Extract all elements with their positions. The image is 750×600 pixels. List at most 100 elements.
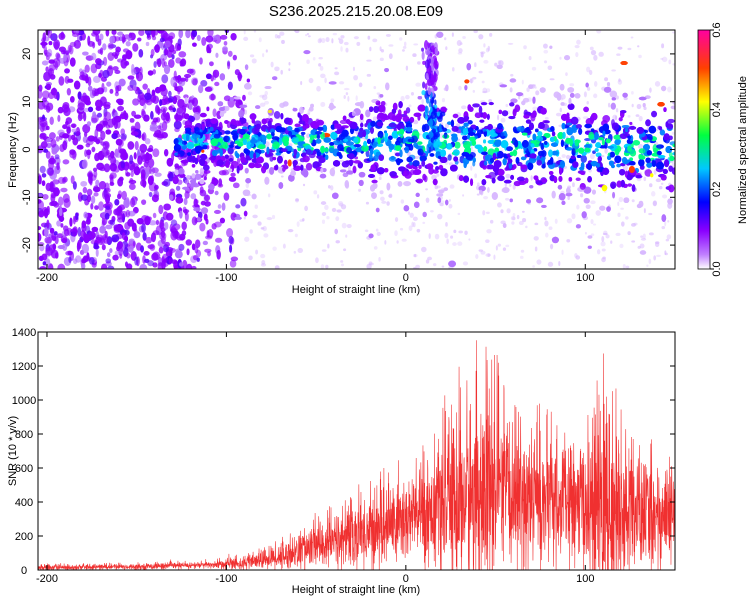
spectrogram-point (424, 59, 430, 69)
spectrogram-point (661, 43, 665, 49)
spectrogram-point (307, 35, 311, 38)
spectrogram-point (376, 231, 381, 236)
spectrogram-point (238, 109, 245, 118)
spectrogram-point (532, 84, 536, 87)
spectrogram-point (567, 103, 575, 110)
spectrogram-point (39, 266, 47, 269)
spectrogram-point (399, 37, 403, 41)
spectrogram-point (199, 178, 205, 185)
spectrogram-point (237, 142, 244, 147)
snr-y-tick-label: 1000 (12, 395, 36, 407)
spectrogram-point (620, 179, 626, 188)
spectrogram-point (496, 151, 504, 159)
spectrogram-point (94, 205, 99, 210)
spectrogram-point (192, 183, 200, 188)
spectrogram-point (571, 213, 576, 220)
spectrogram-point (38, 84, 43, 92)
spectrogram-point (39, 165, 46, 174)
spectrogram-point (329, 147, 335, 154)
spectrogram-point (645, 157, 651, 164)
spectrogram-point (618, 196, 624, 203)
spectrogram-point (413, 119, 419, 125)
spectrogram-point (123, 198, 130, 208)
spectrogram-point (294, 233, 298, 238)
spectrogram-point (478, 34, 484, 40)
spectrogram-point (159, 99, 163, 107)
spectrogram-point (343, 41, 349, 46)
spectrogram-point (397, 181, 403, 187)
spectrogram-point (85, 225, 91, 234)
spectrogram-point (574, 93, 581, 99)
spectrogram-point (606, 82, 611, 87)
spectrogram-point (421, 47, 425, 52)
spectrogram-point (388, 143, 395, 150)
spectrogram-point (567, 87, 575, 93)
spectrogram-point (168, 257, 173, 265)
spectrogram-point (533, 175, 539, 181)
spectrogram-point (487, 139, 496, 144)
spectrogram-point (309, 106, 314, 112)
spectrogram-point (90, 63, 98, 74)
spectrogram-point (41, 173, 47, 178)
spectrogram-point (499, 84, 508, 88)
spectrogram-point (253, 30, 257, 33)
spectrogram-point (627, 47, 632, 51)
spectrogram-point (585, 117, 594, 126)
spectrogram-point (385, 33, 391, 37)
spectrogram-point (417, 141, 423, 145)
spectrogram-point (199, 186, 204, 194)
spectrogram-point (260, 227, 265, 230)
spectrogram-point (230, 172, 236, 177)
spectrogram-point (161, 74, 169, 84)
spectrogram-point (81, 159, 88, 169)
spectrogram-point (505, 244, 510, 248)
spectrogram-point (194, 239, 201, 249)
spectrogram-point (146, 34, 152, 40)
spectrogram-point (206, 106, 210, 112)
spectrogram-point (251, 127, 260, 135)
spectrogram-point (204, 248, 212, 253)
spectrogram-point (115, 207, 123, 217)
spectrogram-point (670, 105, 675, 110)
spectrogram-x-tick-label: 0 (403, 272, 409, 284)
spectrogram-point (144, 258, 150, 264)
spectrogram-point (370, 164, 376, 172)
spectrogram-point (472, 89, 476, 93)
spectrogram-point (429, 118, 434, 128)
spectrogram-point (345, 92, 349, 96)
colorbar: 0.00.20.40.6 Normalized spectral amplitu… (697, 22, 749, 277)
spectrogram-point (167, 96, 175, 103)
spectrogram-point (416, 178, 424, 184)
spectrogram-point (468, 238, 471, 241)
spectrogram-point (489, 32, 493, 37)
spectrogram-point (48, 132, 56, 140)
spectrogram-point (463, 115, 470, 121)
spectrogram-point (53, 39, 61, 50)
spectrogram-point (575, 224, 581, 229)
spectrogram-point (516, 214, 520, 220)
spectrogram-point (384, 67, 390, 73)
spectrogram-point (586, 100, 589, 105)
spectrogram-point (269, 155, 274, 162)
spectrogram-point (129, 178, 134, 183)
spectrogram-point (587, 245, 592, 249)
spectrogram-point (47, 48, 53, 58)
spectrogram-point (113, 226, 121, 232)
spectrogram-point (396, 158, 401, 166)
spectrogram-point (103, 163, 111, 173)
spectrogram-point (219, 217, 226, 224)
spectrogram-point (544, 116, 549, 120)
spectrogram-point (140, 173, 146, 182)
spectrogram-point (377, 104, 386, 113)
spectrogram-point (441, 98, 446, 103)
spectrogram-point (593, 93, 598, 99)
spectrogram-point (444, 123, 449, 129)
spectrogram-point (596, 30, 602, 34)
spectrogram-point (414, 155, 419, 160)
spectrogram-point (41, 253, 48, 261)
spectrogram-point (429, 97, 435, 104)
spectrogram-point (375, 207, 380, 213)
spectrogram-point (159, 231, 167, 241)
spectrogram-point (623, 97, 628, 101)
